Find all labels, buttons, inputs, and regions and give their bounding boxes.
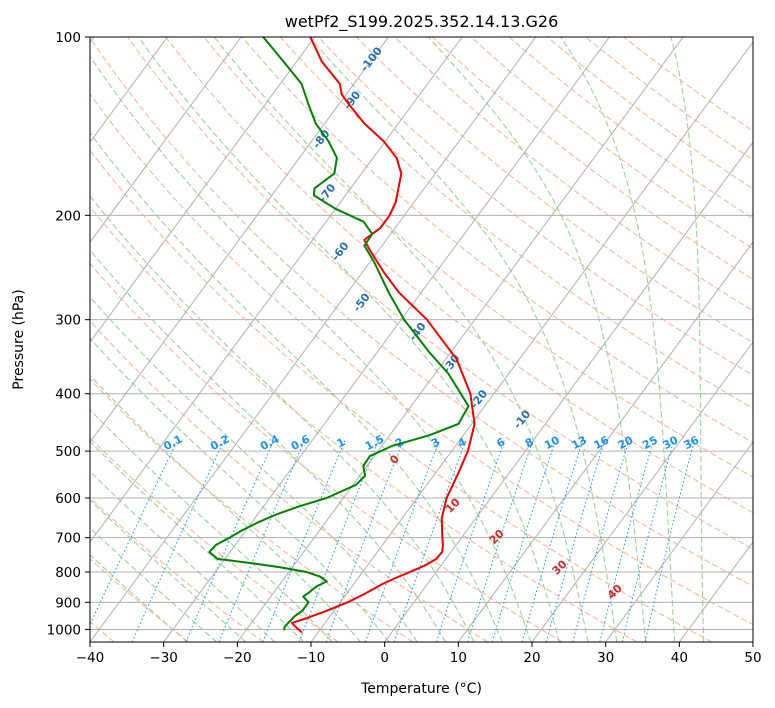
- mixing-ratio-line: [218, 440, 305, 642]
- dry-adiabat-line: [279, 37, 753, 410]
- dry-adiabat-line: [241, 37, 753, 444]
- mixing-ratio-line: [491, 440, 556, 642]
- y-tick-label: 900: [55, 595, 81, 611]
- temperature-trace: [290, 37, 476, 634]
- isotherm-10: [457, 241, 753, 642]
- mixing-ratio-line: [572, 440, 630, 642]
- dry-adiabat-line: [90, 262, 563, 642]
- isotherm-gridlines: [90, 37, 753, 642]
- mixing-ratio-label: 20: [616, 433, 636, 452]
- y-tick-label: 600: [55, 491, 81, 507]
- moist-adiabat-line: [138, 37, 560, 642]
- x-tick-label: −40: [76, 650, 105, 666]
- isotherm--50: [90, 37, 463, 543]
- x-tick-label: 30: [597, 650, 614, 666]
- isotherm--60: [90, 37, 389, 443]
- moist-adiabat-line: [560, 37, 676, 642]
- x-tick-label: −30: [149, 650, 178, 666]
- isotherm--70: [90, 37, 316, 343]
- isotherm--30: [163, 37, 610, 642]
- mixing-ratio-label: 13: [569, 433, 589, 452]
- isotherm-0: [384, 141, 753, 642]
- x-axis: −40 −30 −20 −10 0 10 20 30 40 50: [76, 642, 762, 666]
- mixing-ratio-line: [393, 440, 467, 642]
- x-tick-label: −10: [297, 650, 326, 666]
- dry-adiabat-line: [90, 320, 488, 642]
- moist-adiabat-line: [90, 195, 475, 642]
- moist-adiabat-line: [90, 249, 447, 642]
- x-tick-label: 0: [380, 650, 389, 666]
- y-tick-label: 800: [55, 565, 81, 581]
- dry-adiabat-line: [356, 37, 753, 344]
- moist-adiabat-line: [90, 337, 390, 642]
- plot-frame: [89, 36, 754, 643]
- mixing-ratio-line: [599, 440, 654, 642]
- moist-adiabat-line: [90, 527, 217, 642]
- y-tick-label: 700: [55, 531, 81, 547]
- mixing-ratio-label: 25: [640, 433, 660, 452]
- moist-adiabat-line: [427, 37, 647, 642]
- mixing-ratio-line: [545, 440, 606, 642]
- moist-adiabat-line: [90, 440, 304, 642]
- isotherm--80: [90, 37, 242, 243]
- mixing-ratio-label: 10: [542, 433, 562, 452]
- mixing-ratio-line: [467, 440, 534, 642]
- x-axis-label: Temperature (°C): [360, 681, 482, 697]
- y-tick-label: 500: [55, 444, 81, 460]
- y-tick-label: 1000: [47, 622, 81, 638]
- isotherm-20: [531, 341, 753, 642]
- mixing-ratio-line: [521, 440, 584, 642]
- isotherm--90: [90, 37, 168, 143]
- mixing-ratio-line: [621, 440, 675, 642]
- y-tick-label: 300: [55, 313, 81, 329]
- dry-adiabat-line: [90, 149, 712, 642]
- mixing-ratio-lines: [90, 440, 695, 642]
- isotherm--20: [236, 37, 684, 642]
- y-axis-label: Pressure (hPa): [11, 289, 27, 389]
- x-tick-label: 40: [671, 650, 688, 666]
- y-axis: 100 200 300 400 500 600 700 800 900 1000: [47, 30, 90, 638]
- isotherm--10: [310, 41, 753, 642]
- dry-adiabat-line: [165, 37, 753, 514]
- moist-adiabat-line: [213, 37, 589, 642]
- mixing-ratio-label: 16: [592, 433, 612, 452]
- dry-adiabat-line: [90, 558, 190, 642]
- isotherm--40: [90, 37, 537, 642]
- isobar-gridlines: [90, 37, 753, 630]
- x-tick-label: −20: [223, 650, 252, 666]
- mixing-ratio-label: 36: [682, 433, 702, 452]
- mixing-ratio-line: [185, 440, 275, 642]
- moist-adiabat-line: [90, 131, 503, 642]
- dry-adiabat-line: [90, 206, 638, 642]
- mixing-ratio-label: 30: [661, 433, 681, 452]
- y-tick-label: 200: [55, 208, 81, 224]
- sounding-traces: [208, 37, 476, 634]
- chart-title: wetPf2_S199.2025.352.14.13.G26: [285, 12, 559, 32]
- x-tick-label: 10: [450, 650, 467, 666]
- y-tick-label: 400: [55, 387, 81, 403]
- dewpoint-trace: [208, 37, 470, 631]
- x-tick-label: 50: [744, 650, 761, 666]
- moist-adiabat-line: [90, 470, 276, 642]
- dry-adiabat-line: [317, 37, 753, 376]
- moist-adiabat-line: [670, 37, 705, 642]
- dry-adiabat-line: [90, 93, 753, 626]
- mixing-ratio-line: [364, 440, 440, 642]
- y-tick-label: 100: [55, 30, 81, 46]
- isotherm-30: [605, 441, 753, 642]
- moist-adiabat-line: [90, 554, 188, 642]
- x-tick-label: 20: [523, 650, 540, 666]
- mixing-ratio-line: [644, 440, 695, 642]
- mixing-ratio-line: [131, 440, 225, 642]
- moist-adiabat-line: [90, 408, 333, 642]
- dry-adiabat-line: [90, 37, 753, 587]
